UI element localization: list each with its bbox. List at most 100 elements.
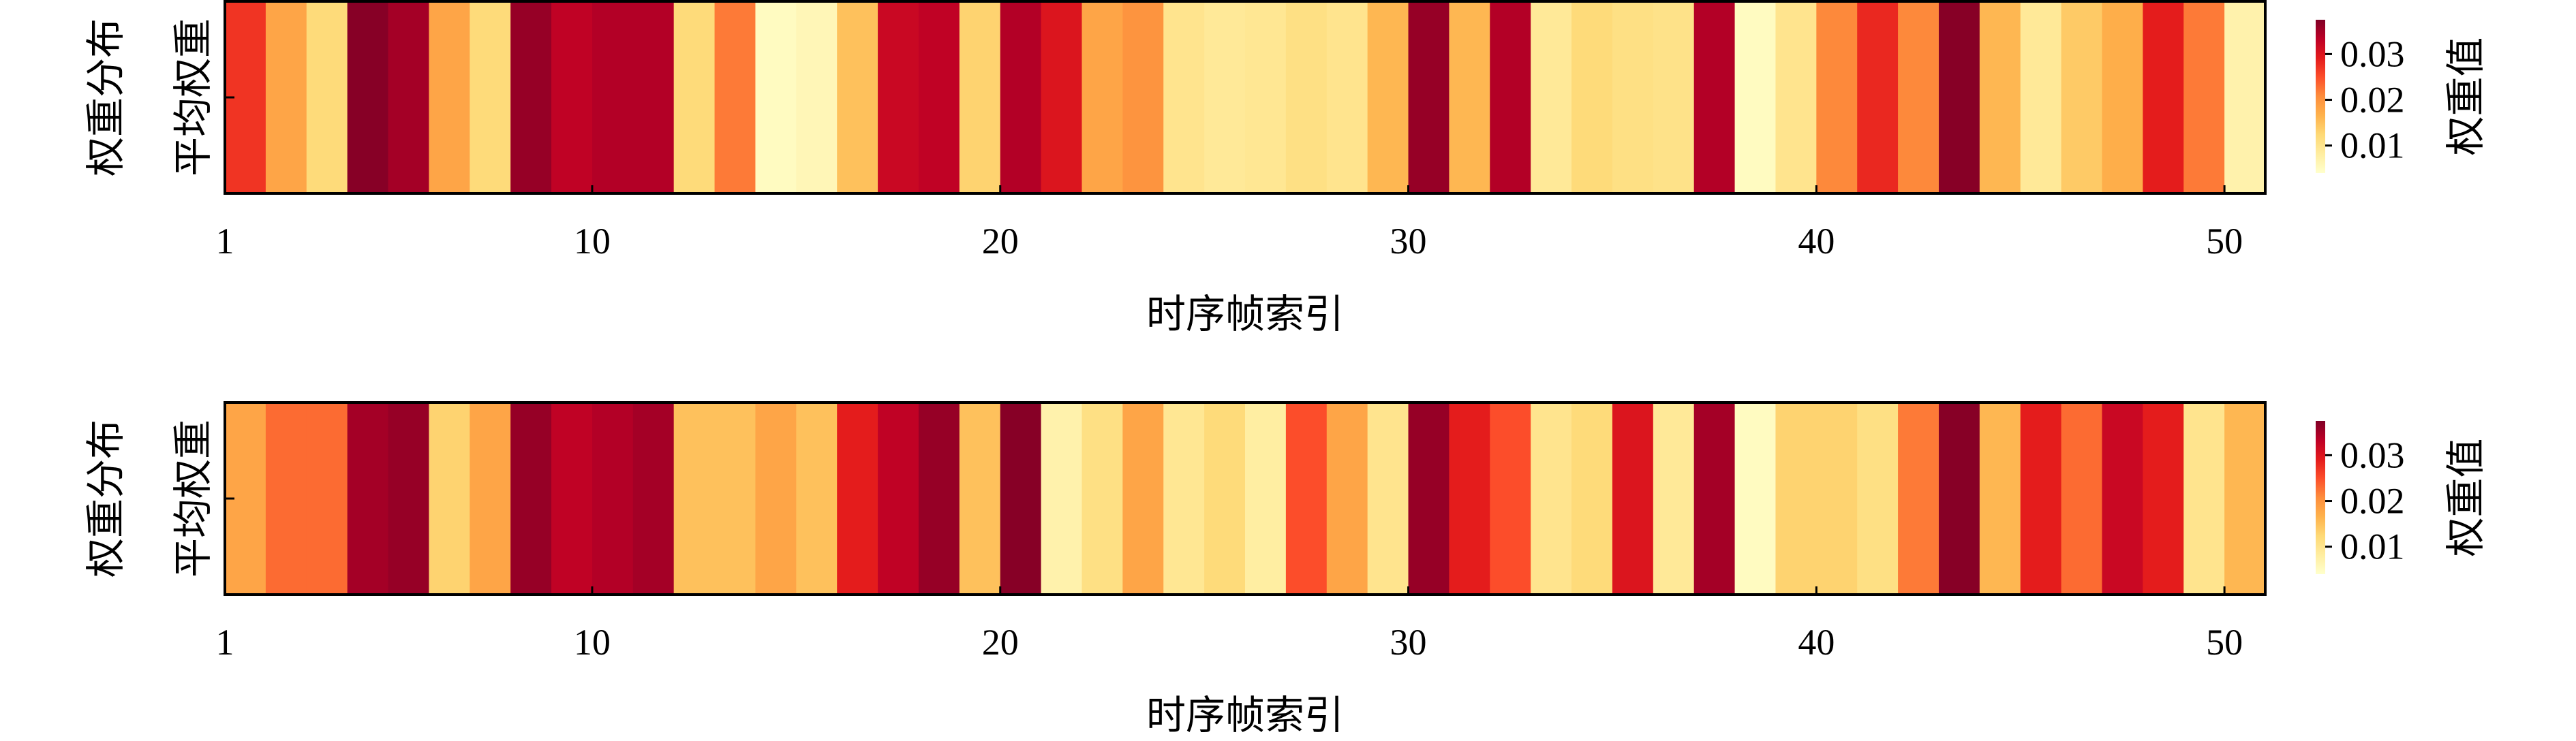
heatmap-cell <box>714 403 756 595</box>
heatmap-cell <box>2020 403 2062 595</box>
heatmap-cell <box>1938 1 1980 193</box>
heatmap-cell <box>1571 1 1613 193</box>
heatmap-cell <box>1408 403 1450 595</box>
colorbar-tick-label: 0.02 <box>2340 481 2405 522</box>
colorbar <box>2316 20 2325 173</box>
x-tick-label: 1 <box>216 221 234 262</box>
heatmap-cell <box>755 403 797 595</box>
heatmap-cell <box>265 1 307 193</box>
heatmap-cell <box>1122 1 1164 193</box>
heatmap-cell <box>347 1 389 193</box>
heatmap-cell <box>2224 1 2266 193</box>
heatmap-cell <box>632 403 675 595</box>
heatmap-cell <box>510 1 552 193</box>
heatmap-cell <box>1775 1 1817 193</box>
x-axis-label: 时序帧索引 <box>1146 292 1344 336</box>
heatmap-cell <box>1082 403 1123 595</box>
heatmap-cell <box>1245 1 1287 193</box>
colorbar-tick-label: 0.02 <box>2340 80 2405 121</box>
heatmap-cell <box>347 403 389 595</box>
heatmap-cell <box>2143 1 2184 193</box>
heatmap-cell <box>673 403 716 595</box>
heatmap-cell <box>1898 1 1939 193</box>
colorbar-tick-label: 0.01 <box>2340 125 2405 166</box>
heatmap-cell <box>429 1 470 193</box>
heatmap-cell <box>1285 403 1328 595</box>
colorbar-label: 权重值 <box>2444 37 2488 155</box>
heatmap-cell <box>429 403 470 595</box>
heatmap-cell <box>837 403 878 595</box>
heatmap-cell <box>1693 403 1736 595</box>
heatmap-cell <box>796 403 838 595</box>
heatmap-cell <box>2061 403 2103 595</box>
heatmap-cell <box>878 403 919 595</box>
heatmap-cell <box>1531 1 1572 193</box>
heatmap-cell <box>1041 1 1083 193</box>
heatmap-cell <box>306 403 348 595</box>
heatmap-cell <box>1531 403 1572 595</box>
heatmap-cell <box>388 1 429 193</box>
heatmap-cell <box>1612 403 1654 595</box>
heatmap-cell <box>1245 403 1287 595</box>
x-tick-label: 40 <box>1798 622 1835 663</box>
heatmap-cell <box>1734 1 1777 193</box>
heatmap-cell <box>1163 403 1205 595</box>
heatmap-cell <box>1816 403 1858 595</box>
heatmap-cell <box>1122 403 1164 595</box>
heatmap-cell <box>1082 1 1123 193</box>
heatmap-cell <box>1326 403 1368 595</box>
heatmap-cell <box>1449 403 1490 595</box>
heatmap-cell <box>878 1 919 193</box>
heatmap-cell <box>959 403 1001 595</box>
heatmap-cell <box>1979 1 2021 193</box>
heatmap-cell <box>1163 1 1205 193</box>
colorbar-tick-label: 0.03 <box>2340 435 2405 475</box>
heatmap-cell <box>1041 403 1083 595</box>
heatmap-cell <box>1367 1 1409 193</box>
heatmap-cell <box>1857 1 1899 193</box>
heatmap-cell <box>1204 403 1246 595</box>
heatmap-cell <box>1653 403 1695 595</box>
heatmap-cell <box>755 1 797 193</box>
heatmap-cell <box>918 403 960 595</box>
x-tick-label: 50 <box>2206 622 2243 663</box>
colorbar-tick-label: 0.03 <box>2340 33 2405 74</box>
heatmap-cell <box>1857 403 1899 595</box>
heatmap-cell <box>592 403 634 595</box>
x-tick-label: 20 <box>982 622 1019 663</box>
heatmap-cell <box>265 403 307 595</box>
heatmap-cell <box>1490 403 1531 595</box>
heatmap-cell <box>1612 1 1654 193</box>
heatmap-cell <box>1898 403 1939 595</box>
x-tick-label: 20 <box>982 221 1019 262</box>
x-tick-label: 10 <box>574 622 611 663</box>
heatmap-cell <box>2224 403 2266 595</box>
heatmap-cell <box>551 403 593 595</box>
heatmap-cell <box>1408 1 1450 193</box>
y-tick-label: 平均权重 <box>171 18 215 176</box>
heatmap-cell <box>1000 1 1042 193</box>
y-tick-label: 平均权重 <box>171 420 215 578</box>
heatmap-cell <box>1490 1 1531 193</box>
heatmap-cell <box>510 403 552 595</box>
heatmap-cell <box>388 403 429 595</box>
heatmap-cell <box>1571 403 1613 595</box>
x-tick-label: 1 <box>216 622 234 663</box>
x-tick-label: 50 <box>2206 221 2243 262</box>
heatmap-cell <box>1367 403 1409 595</box>
x-axis-label: 时序帧索引 <box>1146 693 1344 738</box>
heatmap-cell <box>551 1 593 193</box>
heatmap-cell <box>673 1 716 193</box>
heatmap-cell <box>1000 403 1042 595</box>
heatmap-cell <box>1653 1 1695 193</box>
heatmap-cell <box>1734 403 1777 595</box>
colorbar <box>2316 421 2325 574</box>
x-tick-label: 30 <box>1390 622 1427 663</box>
colorbar-label: 权重值 <box>2444 438 2488 556</box>
x-tick-label: 10 <box>574 221 611 262</box>
heatmap-cell <box>2102 403 2143 595</box>
heatmap-cell <box>1285 1 1328 193</box>
x-tick-label: 40 <box>1798 221 1835 262</box>
